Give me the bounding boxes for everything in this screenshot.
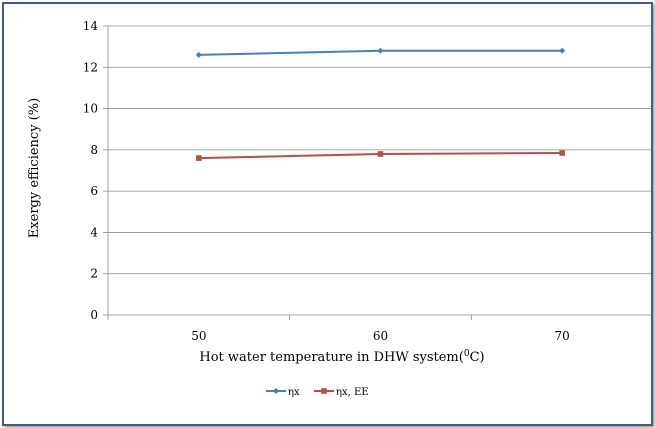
legend-marker — [273, 388, 279, 394]
data-point — [377, 151, 384, 157]
y-tick-label: 0 — [90, 308, 98, 322]
legend-entry: ηx, EE — [314, 387, 369, 398]
legend-marker — [321, 388, 327, 394]
y-tick-labels: 0 2 4 6 8 10 12 14 — [83, 19, 99, 322]
gridlines — [108, 25, 653, 275]
data-point — [559, 47, 566, 54]
series-lines — [195, 47, 566, 161]
y-tick-label: 12 — [83, 60, 98, 74]
data-point — [196, 155, 202, 161]
x-tick-label: 60 — [373, 329, 388, 343]
y-tick-label: 4 — [90, 225, 98, 239]
y-tick-label: 10 — [83, 102, 98, 116]
line-chart: 0 2 4 6 8 10 12 14 50 60 70 Exergy efficiency (%)… — [27, 19, 654, 398]
y-tick-label: 14 — [83, 19, 99, 33]
x-tick-label: 70 — [555, 329, 570, 343]
legend-entry: ηx — [266, 387, 300, 398]
y-tick-label: 6 — [90, 184, 98, 198]
data-point — [195, 51, 202, 58]
data-point — [377, 47, 384, 54]
data-point — [559, 150, 565, 156]
axes — [103, 25, 654, 320]
legend-label: ηx — [288, 387, 300, 398]
x-tick-labels: 50 60 70 — [191, 329, 570, 343]
legend: ηx ηx, EE — [266, 387, 369, 398]
legend-label: ηx, EE — [336, 387, 369, 398]
x-tick-label: 50 — [191, 329, 206, 343]
y-axis-title: Exergy efficiency (%) — [27, 98, 42, 238]
y-tick-label: 2 — [90, 267, 98, 281]
y-tick-label: 8 — [90, 143, 98, 157]
x-axis-title: Hot water temperature in DHW system(0C) — [199, 349, 484, 365]
